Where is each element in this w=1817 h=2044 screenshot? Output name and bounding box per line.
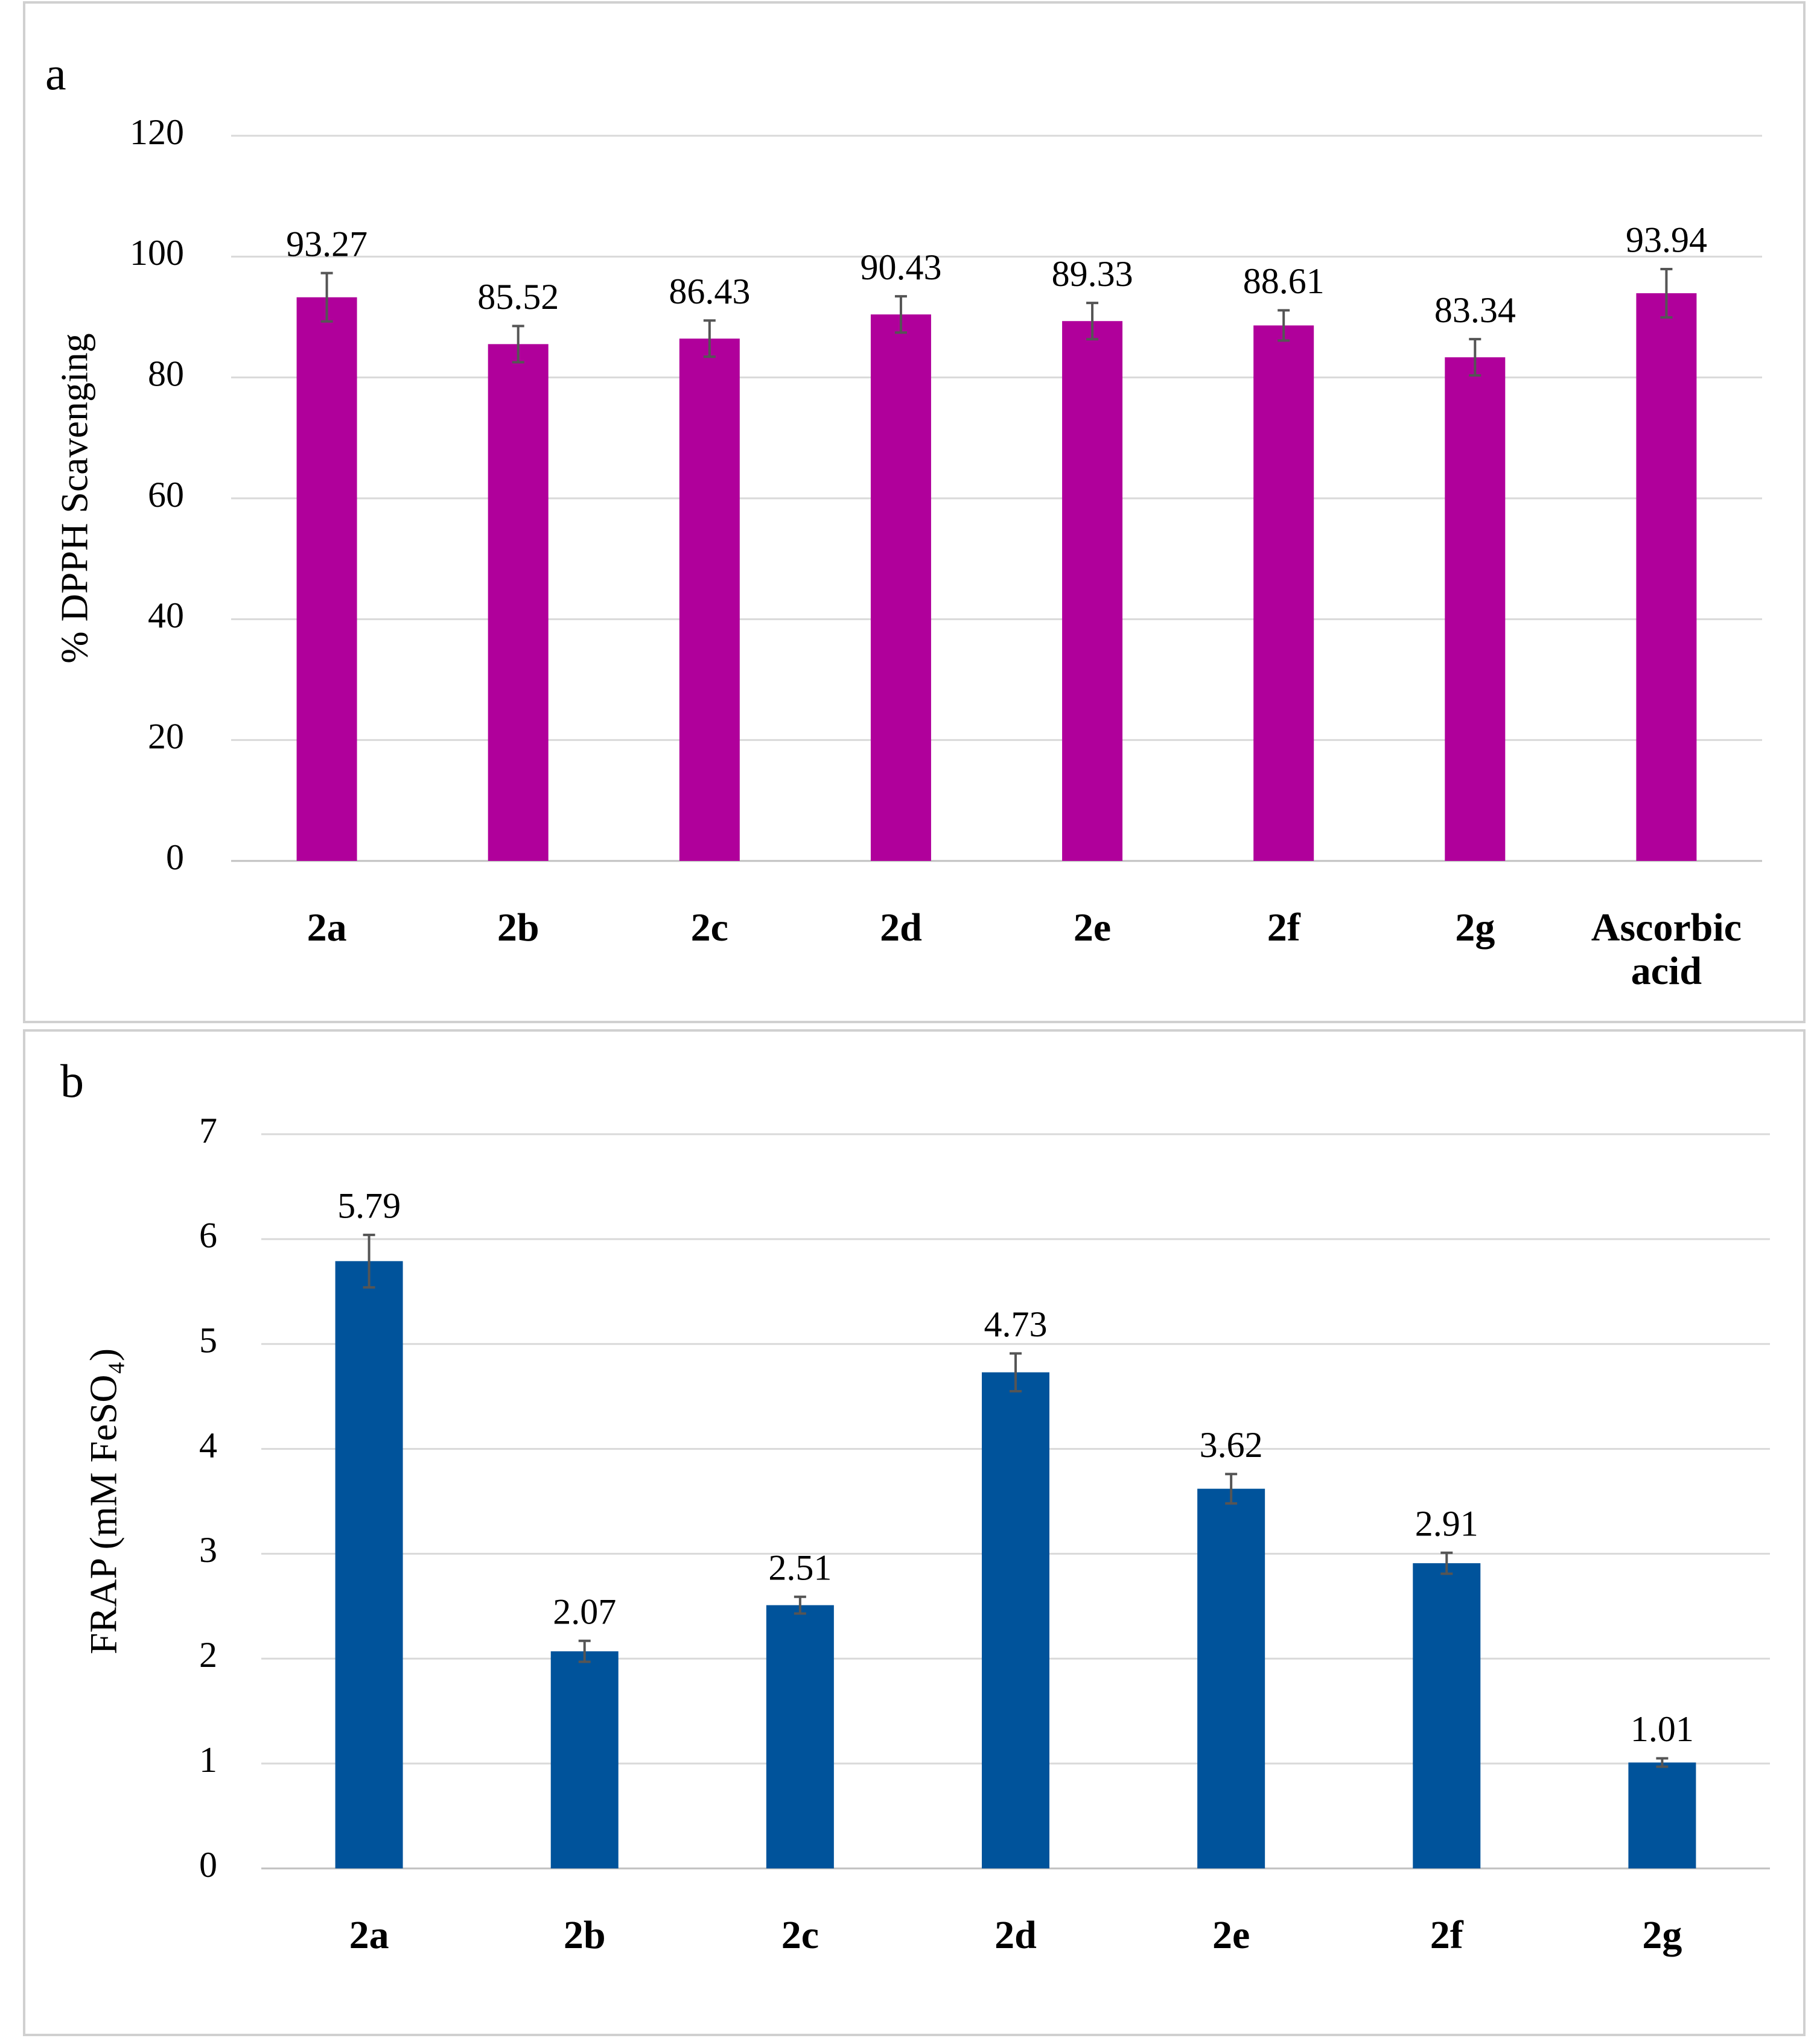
data-label: 2.51	[768, 1547, 832, 1587]
y-tick-label: 6	[199, 1216, 217, 1255]
x-tick-label-box: 2f	[1267, 906, 1300, 950]
x-tick-label: 2c	[690, 906, 728, 950]
x-tick-label: 2c	[781, 1914, 819, 1957]
panel-border	[23, 1029, 1806, 2036]
x-tick-label: 2e	[1212, 1914, 1250, 1957]
x-tick-label-box: 2a	[349, 1914, 389, 1957]
x-tick-label: 2e	[1073, 906, 1112, 950]
x-tick-label-box: 2g	[1455, 906, 1495, 950]
error-bar	[794, 1595, 806, 1615]
error-bar	[1010, 1352, 1022, 1392]
y-tick-label: 0	[166, 837, 184, 877]
bar	[1445, 357, 1506, 861]
y-tick-label: 0	[199, 1845, 217, 1885]
x-tick-label: Ascorbic acid	[1591, 906, 1742, 993]
error-bar	[1278, 309, 1290, 342]
data-label: 5.79	[337, 1186, 401, 1226]
data-label: 83.34	[1434, 290, 1516, 330]
bar	[1253, 325, 1314, 861]
data-label: 85.52	[477, 277, 559, 317]
x-tick-label-box: 2b	[563, 1914, 606, 1957]
x-tick-label-box: 2d	[880, 906, 922, 950]
data-label: 93.27	[286, 224, 368, 264]
y-axis-title: FRAP (mM FeSO₄)	[82, 1348, 125, 1654]
x-tick-label-box: 2a	[307, 906, 347, 950]
data-label: 3.62	[1200, 1425, 1263, 1465]
data-label: 88.61	[1243, 261, 1325, 301]
x-tick-label-box: Ascorbic acid	[1591, 906, 1742, 993]
x-tick-label: 2b	[497, 906, 539, 950]
data-label: 90.43	[860, 247, 941, 287]
error-bar	[1440, 1551, 1453, 1575]
bar	[982, 1372, 1049, 1868]
error-bar	[512, 325, 524, 364]
y-tick-label: 3	[199, 1530, 217, 1570]
x-tick-label: 2d	[994, 1914, 1037, 1957]
y-tick-label: 60	[148, 475, 184, 515]
bar	[1636, 293, 1697, 862]
bar	[550, 1651, 619, 1868]
y-tick-label: 2	[199, 1635, 217, 1675]
panel-label: b	[60, 1055, 84, 1107]
panel-label: a	[45, 47, 66, 100]
x-tick-label: 2b	[563, 1914, 606, 1957]
bar	[335, 1261, 403, 1868]
bar	[679, 338, 740, 861]
bar	[1197, 1488, 1265, 1868]
error-bar	[1656, 1757, 1669, 1768]
x-tick-label: 2g	[1642, 1914, 1682, 1957]
x-tick-label: 2f	[1267, 906, 1300, 950]
bar	[1062, 321, 1123, 861]
x-tick-label: 2d	[880, 906, 922, 950]
y-tick-label: 1	[199, 1740, 217, 1780]
bar	[870, 314, 931, 861]
bar	[1628, 1762, 1696, 1868]
y-tick-label: 5	[199, 1320, 217, 1360]
error-bar	[1225, 1473, 1238, 1505]
error-bar	[1469, 338, 1481, 377]
data-label: 93.94	[1626, 220, 1707, 260]
data-label: 2.07	[553, 1592, 616, 1631]
y-tick-label: 120	[130, 112, 184, 152]
x-tick-label: 2f	[1430, 1914, 1463, 1957]
bar	[488, 344, 549, 861]
data-label: 4.73	[984, 1304, 1048, 1344]
x-tick-label-box: 2b	[497, 906, 539, 950]
x-tick-label: 2g	[1455, 906, 1495, 950]
y-tick-label: 80	[148, 354, 184, 393]
error-bar	[1086, 302, 1099, 341]
x-tick-label-box: 2g	[1642, 1914, 1682, 1957]
x-tick-label: 2a	[349, 1914, 389, 1957]
bar	[1413, 1563, 1481, 1868]
error-bar	[578, 1639, 591, 1663]
y-tick-label: 4	[199, 1425, 217, 1465]
x-tick-label-box: 2e	[1212, 1914, 1250, 1957]
error-bar	[320, 271, 333, 323]
x-tick-label-box: 2e	[1073, 906, 1112, 950]
error-bar	[894, 295, 907, 334]
y-tick-label: 20	[148, 716, 184, 756]
data-label: 89.33	[1052, 254, 1133, 294]
y-tick-label: 100	[130, 233, 184, 273]
error-bar	[1660, 267, 1673, 319]
bar	[296, 297, 357, 862]
error-bar	[703, 319, 716, 358]
x-tick-label-box: 2c	[781, 1914, 819, 1957]
x-tick-label-box: 2c	[690, 906, 728, 950]
x-tick-label-box: 2f	[1430, 1914, 1463, 1957]
panel-border	[23, 1, 1806, 1023]
x-tick-label-box: 2d	[994, 1914, 1037, 1957]
error-bar	[363, 1233, 375, 1289]
x-tick-label: 2a	[307, 906, 347, 950]
y-tick-label: 40	[148, 595, 184, 635]
bar	[766, 1605, 834, 1868]
y-axis-title: % DPPH Scavenging	[53, 333, 96, 664]
y-tick-label: 7	[199, 1111, 217, 1151]
data-label: 1.01	[1631, 1709, 1694, 1749]
data-label: 86.43	[669, 271, 750, 311]
data-label: 2.91	[1415, 1503, 1478, 1543]
